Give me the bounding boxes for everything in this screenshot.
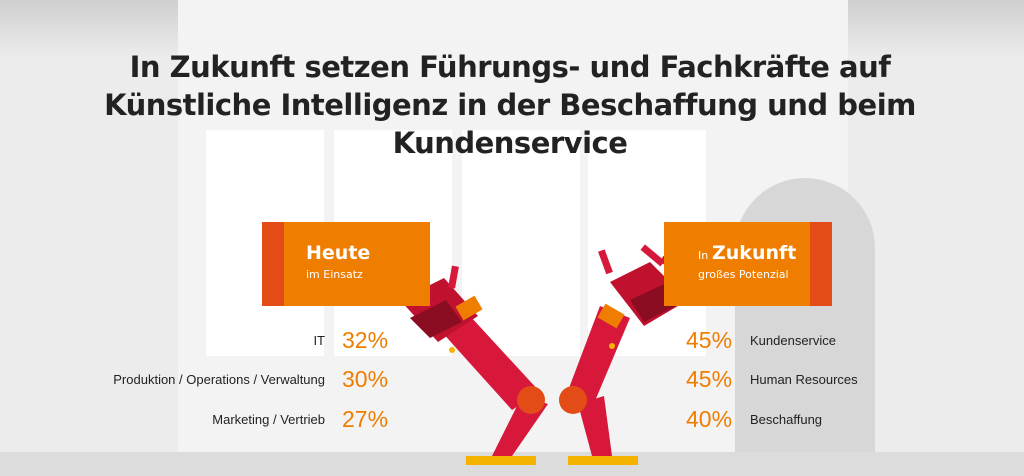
left-robot-elbow-joint: [517, 386, 545, 414]
future-row-label: Kundenservice: [750, 333, 836, 348]
right-robot-base: [568, 456, 638, 465]
right-robot-upper-arm: [566, 306, 630, 408]
title-line-3: Kundenservice: [392, 126, 628, 160]
today-subheading: im Einsatz: [306, 268, 363, 281]
right-robot-finger: [640, 244, 665, 267]
future-subheading: großes Potenzial: [698, 268, 789, 281]
today-row-label: IT: [313, 333, 325, 348]
right-robot-lower-arm: [578, 396, 612, 456]
window-pane: [462, 130, 580, 356]
today-box-stripe: [262, 222, 284, 306]
left-robot-palm: [410, 300, 462, 338]
today-row-label: Produktion / Operations / Verwaltung: [113, 372, 325, 387]
page-title: In Zukunft setzen Führungs- und Fachkräf…: [90, 48, 930, 162]
today-heading: Heute: [306, 242, 371, 264]
right-robot-arm: [559, 244, 701, 465]
today-row-label: Marketing / Vertrieb: [212, 412, 325, 427]
future-row-label: Human Resources: [750, 372, 858, 387]
title-line-2: Künstliche Intelligenz in der Beschaffun…: [104, 88, 916, 122]
future-row-value: 45%: [686, 327, 733, 353]
left-robot-upper-arm: [440, 316, 540, 410]
future-box-stripe: [810, 222, 832, 306]
future-row-value: 40%: [686, 406, 733, 432]
future-prefix: In: [698, 249, 709, 262]
today-row-value: 32%: [342, 327, 389, 353]
today-row-value: 30%: [342, 366, 389, 392]
left-robot-thumb: [448, 265, 459, 289]
future-box: In Zukunft großes Potenzial: [664, 222, 832, 306]
today-row-value: 27%: [342, 406, 389, 432]
right-robot-elbow-joint: [559, 386, 587, 414]
future-heading: Zukunft: [712, 242, 797, 264]
future-row-label: Beschaffung: [750, 412, 823, 427]
title-line-1: In Zukunft setzen Führungs- und Fachkräf…: [129, 50, 891, 84]
right-robot-wrist: [597, 303, 625, 329]
future-row-value: 45%: [686, 366, 733, 392]
left-robot-light: [449, 347, 455, 353]
today-box: Heute im Einsatz: [262, 222, 430, 306]
right-robot-light: [609, 343, 615, 349]
left-robot-wrist: [455, 295, 483, 321]
left-robot-base: [466, 456, 536, 465]
right-robot-finger: [598, 249, 613, 275]
